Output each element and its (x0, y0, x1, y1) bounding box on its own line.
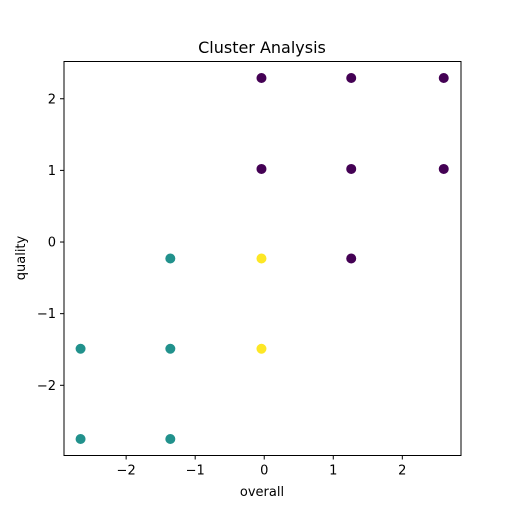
scatter-point-cluster-0-6 (346, 253, 357, 264)
x-axis-label: overall (240, 485, 284, 500)
x-tick-label: 1 (329, 464, 337, 479)
scatter-point-cluster-2-0 (256, 253, 267, 264)
scatter-point-cluster-0-2 (438, 72, 449, 83)
y-tick-label: −1 (37, 307, 56, 322)
chart-title: Cluster Analysis (198, 38, 326, 57)
x-tick-label: −1 (186, 464, 205, 479)
scatter-point-cluster-1-3 (75, 434, 86, 445)
x-tick-label: −2 (117, 464, 136, 479)
scatter-point-cluster-0-5 (438, 163, 449, 174)
scatter-point-cluster-1-0 (165, 253, 176, 264)
y-tick-label: 0 (48, 236, 56, 251)
y-axis-label: quality (14, 235, 29, 280)
y-tick-label: 1 (48, 164, 56, 179)
y-tick-label: −2 (37, 379, 56, 394)
scatter-point-cluster-1-2 (165, 343, 176, 354)
x-tick-label: 2 (398, 464, 406, 479)
plot-frame (63, 61, 462, 456)
scatter-point-cluster-2-1 (256, 343, 267, 354)
scatter-point-cluster-0-1 (346, 72, 357, 83)
x-tick-label: 0 (260, 464, 268, 479)
scatter-point-cluster-0-0 (256, 72, 267, 83)
scatter-point-cluster-0-4 (346, 163, 357, 174)
scatter-point-cluster-0-3 (256, 163, 267, 174)
ticks-layer: −2 −1 0 1 2 −2 −1 0 1 2 (37, 92, 407, 478)
points-layer (75, 72, 449, 445)
y-tick-label: 2 (48, 92, 56, 107)
scatter-point-cluster-1-4 (165, 434, 176, 445)
scatter-point-cluster-1-1 (75, 343, 86, 354)
